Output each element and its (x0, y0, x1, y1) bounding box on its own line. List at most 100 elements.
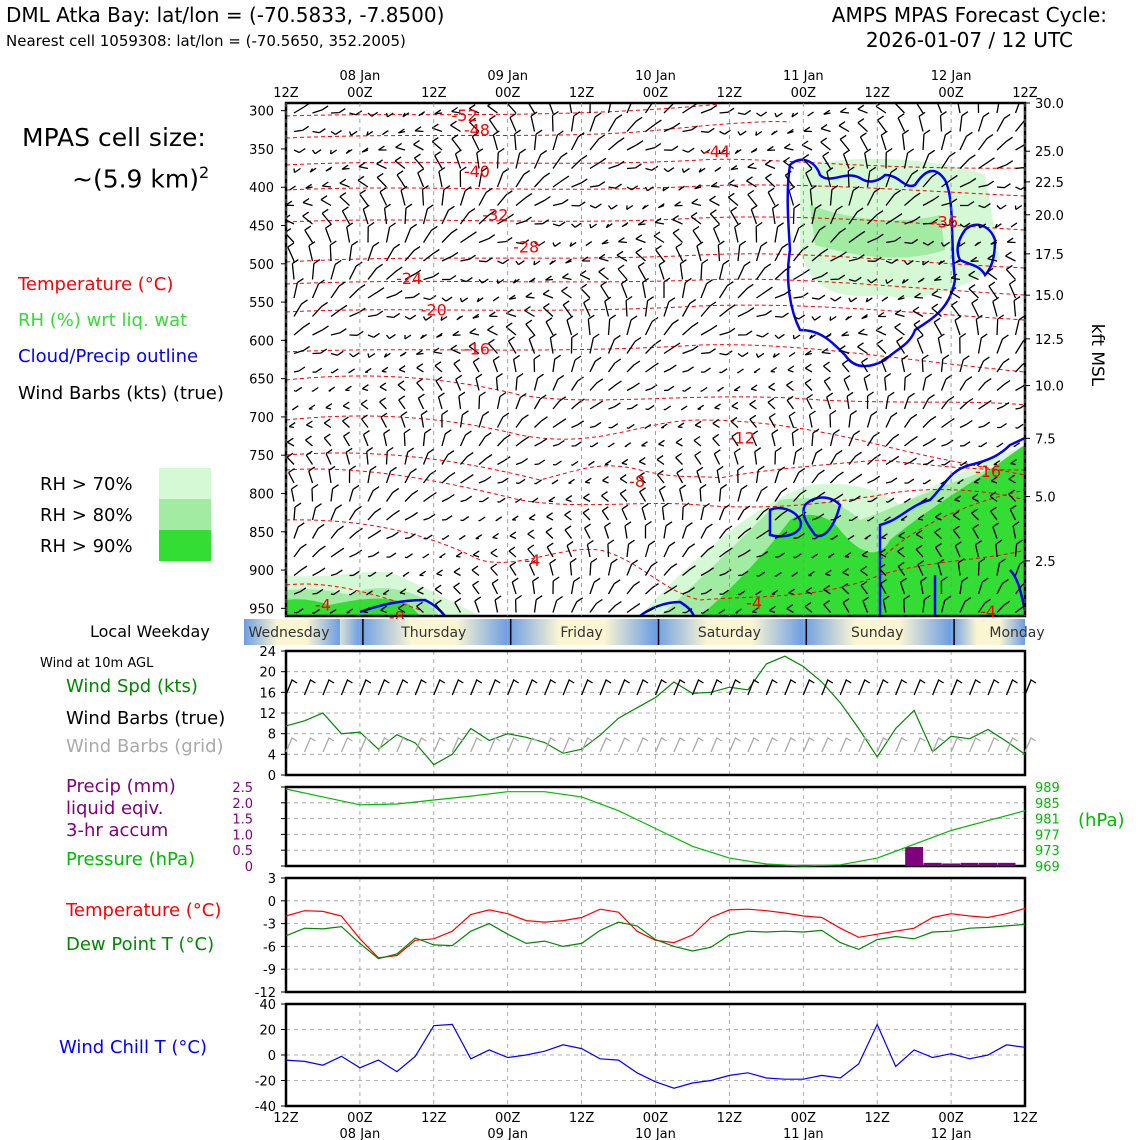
wind-barb (995, 539, 1003, 558)
wind-barb (941, 198, 958, 207)
wind-barb (718, 608, 726, 615)
wind-barb (737, 484, 748, 502)
wind-barb (885, 167, 898, 188)
wind-barb (638, 472, 646, 484)
wind-barb (607, 539, 615, 558)
wind-barb (903, 392, 915, 410)
wind-barb (974, 241, 982, 247)
wind-barb (604, 460, 612, 466)
wind-barb (621, 222, 629, 228)
wind-barb (349, 352, 360, 358)
wind-barb (311, 523, 325, 539)
wind-barb (766, 145, 776, 152)
wind-barb (293, 103, 311, 114)
wind-barb (792, 334, 801, 340)
wind-barb (312, 588, 324, 595)
height-tick-label: 10.0 (1035, 380, 1064, 395)
wind-barb (308, 241, 316, 262)
wind-barb (811, 491, 826, 503)
wind-barb (472, 357, 480, 373)
wind-barb (717, 240, 725, 262)
wind-tick-label: 4 (268, 748, 276, 763)
temperature-contour-label: -36 (932, 212, 958, 231)
wind-barb (478, 475, 492, 484)
wind-barb (552, 241, 561, 247)
wind-barb (811, 294, 826, 300)
wind-barb (608, 380, 622, 392)
wind-barb (311, 483, 319, 502)
weekday-band (359, 619, 508, 645)
wind-barb (1015, 143, 1025, 151)
wind-barb (312, 567, 326, 577)
pressure-tick-label: 969 (1035, 860, 1060, 875)
wind-barb (588, 460, 595, 466)
precip-bar (923, 862, 942, 866)
wind-barb (734, 222, 742, 243)
cloud-outline (956, 223, 997, 278)
wind-barb (737, 330, 753, 336)
wind-barb (601, 491, 609, 503)
pressure-tick-label: 550 (249, 296, 274, 311)
wind-barb (617, 264, 628, 280)
wind-barb (682, 565, 696, 577)
wind-barb (881, 533, 888, 540)
wind-barb (959, 111, 969, 132)
wind-barb (598, 267, 609, 281)
wind-barb (830, 514, 842, 521)
wind-barb (1010, 222, 1018, 228)
wind-barb (728, 179, 739, 188)
wind-barb (658, 260, 666, 280)
wind-barb (362, 204, 370, 225)
temperature-contour-label: -4 (980, 602, 996, 621)
wind-barb (1015, 404, 1025, 410)
wind-barb (682, 386, 692, 392)
wind-barb (658, 485, 666, 502)
wind-barb (534, 479, 542, 485)
wind-barb (768, 605, 776, 614)
wind-barb (901, 129, 909, 151)
wind-barb (312, 128, 326, 134)
wind-barb (750, 384, 758, 392)
wind-barb (737, 307, 755, 318)
wind-barb (829, 205, 843, 225)
wind-barb (675, 242, 684, 262)
wind-barb (552, 354, 562, 373)
temperature-contour-label: -8 (629, 472, 645, 491)
wind-barb (398, 395, 406, 410)
wind-barb (841, 582, 850, 595)
wind-barb (441, 471, 456, 484)
wind-barb (571, 178, 588, 188)
legend-dewpoint: Dew Point T (°C) (66, 934, 215, 955)
weekday-label: Thursday (400, 625, 466, 641)
wind-barb (676, 468, 684, 484)
wind-barb (589, 157, 607, 170)
wind-barb (922, 373, 933, 391)
wind-barb (552, 198, 569, 207)
wind-barb (839, 107, 850, 114)
wind-barb (978, 203, 991, 209)
surface-barb-grid (821, 737, 834, 753)
legend-rh: RH (%) wrt liq. wat (18, 310, 188, 331)
wind-barb (490, 563, 498, 576)
wind-barb (848, 451, 862, 465)
wind-barb (990, 239, 998, 245)
wind-tick-label: 8 (268, 728, 276, 743)
surface-barb-true (950, 679, 963, 696)
wind-barb (491, 578, 499, 595)
wind-barb (866, 166, 877, 188)
wind-barb (737, 130, 747, 136)
wind-barb (844, 552, 852, 558)
wind-barb (404, 334, 412, 340)
wind-barb (672, 228, 683, 243)
pressure-tick-label: 600 (249, 334, 274, 349)
wind-barb (681, 299, 697, 317)
wind-barb (293, 299, 308, 317)
wind-barb (397, 380, 406, 392)
wind-barb (808, 570, 815, 577)
surface-barb-true (451, 679, 464, 696)
wind-barb (565, 495, 573, 503)
wind-barb (367, 287, 385, 299)
wind-barb (552, 418, 567, 429)
wind-barb (822, 151, 832, 169)
wind-barb (829, 429, 840, 447)
